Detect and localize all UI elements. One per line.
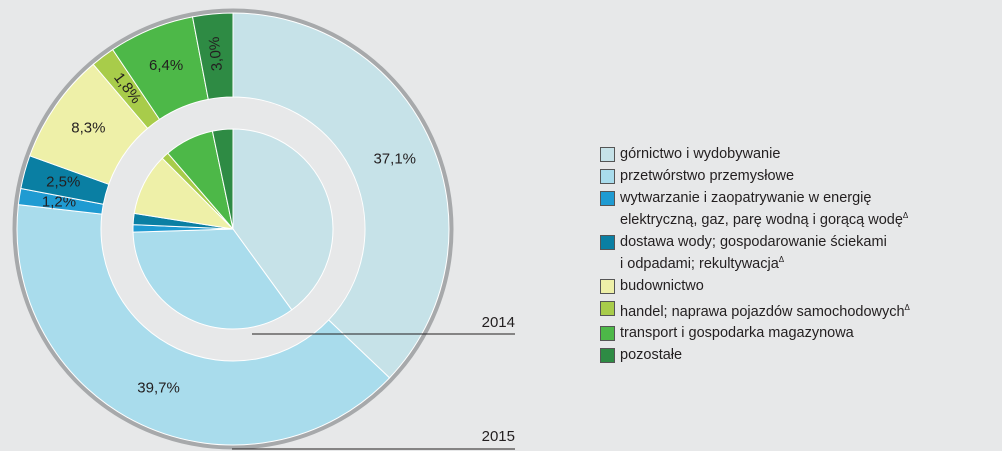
legend-text: dostawa wody; gospodarowanie ściekami i … <box>620 233 887 272</box>
legend: górnictwo i wydobywanie przetwórstwo prze… <box>600 145 910 368</box>
legend-swatch <box>600 234 615 250</box>
value-label: 6,4% <box>149 57 183 74</box>
legend-swatch <box>600 300 615 316</box>
legend-note-mark: Δ <box>778 254 785 264</box>
legend-item: dostawa wody; gospodarowanie ściekami i … <box>600 233 910 273</box>
legend-item: transport i gospodarka magazynowa <box>600 324 910 342</box>
legend-text: budownictwo <box>620 277 704 294</box>
legend-item: handel; naprawa pojazdów samochodowychΔ <box>600 299 910 321</box>
legend-text: handel; naprawa pojazdów samochodowych <box>620 303 905 320</box>
value-label: 2,5% <box>46 174 80 191</box>
donut-segment <box>191 12 234 100</box>
legend-label: pozostałe <box>620 346 682 364</box>
legend-text: górnictwo i wydobywanie <box>620 146 781 162</box>
legend-label: przetwórstwo przemysłowe <box>620 167 794 185</box>
legend-text: przetwórstwo przemysłowe <box>620 168 795 184</box>
legend-item: górnictwo i wydobywanie <box>600 145 910 163</box>
value-label: 3,0% <box>206 36 226 72</box>
donut-segment <box>232 128 334 311</box>
legend-swatch <box>600 191 615 206</box>
legend-swatch <box>600 348 615 364</box>
legend-swatch <box>600 147 615 162</box>
legend-label: górnictwo i wydobywanie <box>620 145 780 163</box>
legend-text: pozostałe <box>620 347 683 364</box>
legend-swatch <box>600 326 615 342</box>
donut-segment <box>132 228 293 330</box>
legend-note-mark: Δ <box>904 302 910 312</box>
donut-segment <box>16 204 391 446</box>
legend-item: pozostałe <box>600 346 910 364</box>
legend-text: transport i gospodarka magazynowa <box>620 325 854 342</box>
donut-segment <box>211 128 234 230</box>
legend-swatch <box>600 278 615 294</box>
legend-label: handel; naprawa pojazdów samochodowychΔ <box>620 299 910 321</box>
ring-name: 2015 <box>482 428 515 445</box>
legend-item: budownictwo <box>600 277 910 295</box>
value-label: 8,3% <box>71 120 105 137</box>
legend-label: budownictwo <box>620 277 704 295</box>
value-label: 39,7% <box>137 379 180 396</box>
legend-item: wytwarzanie i zaopatrywanie w energię el… <box>600 189 910 229</box>
legend-swatch <box>600 169 615 184</box>
ring-name: 2014 <box>482 314 515 331</box>
donut-segment <box>232 12 450 379</box>
legend-item: przetwórstwo przemysłowe <box>600 167 910 185</box>
value-label: 37,1% <box>373 151 416 168</box>
ring-rim <box>12 8 454 450</box>
legend-label: wytwarzanie i zaopatrywanie w energię el… <box>620 189 908 229</box>
legend-text: wytwarzanie i zaopatrywanie w energię el… <box>620 190 903 228</box>
legend-label: transport i gospodarka magazynowa <box>620 324 854 342</box>
legend-label: dostawa wody; gospodarowanie ściekami i … <box>620 233 887 273</box>
legend-note-mark: Δ <box>902 211 909 220</box>
